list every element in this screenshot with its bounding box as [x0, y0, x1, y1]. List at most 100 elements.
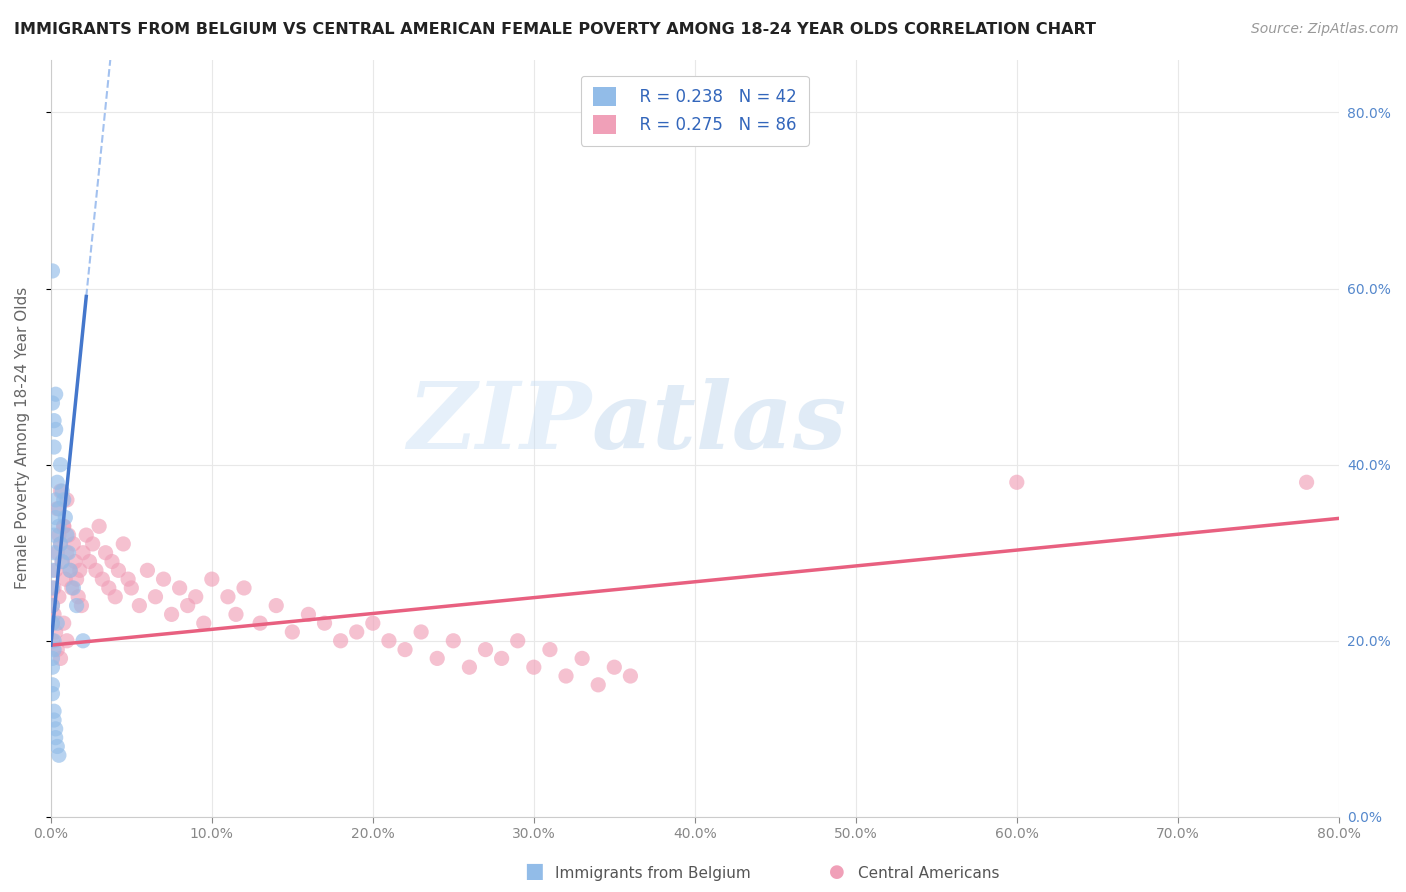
- Point: [160, 607, 183, 622]
- Point: [46, 616, 69, 631]
- Point: [176, 599, 198, 613]
- Point: [48, 501, 70, 516]
- Point: [56, 528, 79, 542]
- Point: [41, 581, 63, 595]
- Point: [48, 590, 70, 604]
- Point: [474, 642, 496, 657]
- Point: [441, 633, 464, 648]
- Point: [84, 563, 107, 577]
- Point: [46, 642, 69, 657]
- Text: Central Americans: Central Americans: [858, 866, 1000, 881]
- Point: [458, 660, 481, 674]
- Point: [42, 704, 65, 718]
- Point: [48, 748, 70, 763]
- Y-axis label: Female Poverty Among 18-24 Year Olds: Female Poverty Among 18-24 Year Olds: [15, 287, 30, 590]
- Point: [42, 581, 65, 595]
- Text: Immigrants from Belgium: Immigrants from Belgium: [555, 866, 751, 881]
- Text: Source: ZipAtlas.com: Source: ZipAtlas.com: [1251, 22, 1399, 37]
- Point: [48, 528, 70, 542]
- Point: [59, 563, 82, 577]
- Point: [62, 537, 84, 551]
- Point: [49, 458, 72, 472]
- Legend:   R = 0.238   N = 42,   R = 0.275   N = 86: R = 0.238 N = 42, R = 0.275 N = 86: [581, 76, 808, 145]
- Point: [45, 492, 67, 507]
- Point: [42, 528, 65, 542]
- Point: [46, 739, 69, 754]
- Point: [51, 555, 73, 569]
- Point: [346, 624, 368, 639]
- Point: [56, 546, 79, 560]
- Point: [506, 633, 529, 648]
- Point: [45, 422, 67, 436]
- Text: ■: ■: [524, 862, 544, 881]
- Text: ZIP: ZIP: [408, 378, 592, 468]
- Point: [42, 440, 65, 454]
- Point: [41, 264, 63, 278]
- Point: [46, 546, 69, 560]
- Point: [571, 651, 593, 665]
- Point: [53, 510, 76, 524]
- Point: [117, 572, 139, 586]
- Point: [45, 722, 67, 736]
- Point: [67, 590, 90, 604]
- Point: [45, 387, 67, 401]
- Point: [411, 624, 433, 639]
- Point: [193, 616, 215, 631]
- Point: [586, 678, 609, 692]
- Point: [45, 731, 67, 745]
- Point: [75, 528, 97, 542]
- Point: [1005, 475, 1028, 490]
- Point: [555, 669, 578, 683]
- Point: [41, 633, 63, 648]
- Point: [201, 572, 224, 586]
- Point: [45, 510, 67, 524]
- Point: [184, 590, 207, 604]
- Point: [48, 519, 70, 533]
- Point: [314, 616, 336, 631]
- Point: [65, 572, 87, 586]
- Point: [619, 669, 641, 683]
- Point: [52, 519, 75, 533]
- Point: [112, 537, 135, 551]
- Point: [361, 616, 384, 631]
- Point: [145, 590, 167, 604]
- Point: [52, 492, 75, 507]
- Point: [41, 599, 63, 613]
- Point: [53, 572, 76, 586]
- Text: atlas: atlas: [592, 378, 846, 468]
- Point: [41, 599, 63, 613]
- Point: [41, 678, 63, 692]
- Point: [49, 651, 72, 665]
- Point: [58, 528, 80, 542]
- Point: [46, 501, 69, 516]
- Point: [128, 599, 150, 613]
- Point: [538, 642, 561, 657]
- Point: [58, 546, 80, 560]
- Point: [72, 633, 94, 648]
- Point: [491, 651, 513, 665]
- Point: [42, 713, 65, 727]
- Text: ●: ●: [828, 863, 845, 881]
- Point: [42, 633, 65, 648]
- Point: [49, 537, 72, 551]
- Point: [52, 519, 75, 533]
- Text: IMMIGRANTS FROM BELGIUM VS CENTRAL AMERICAN FEMALE POVERTY AMONG 18-24 YEAR OLDS: IMMIGRANTS FROM BELGIUM VS CENTRAL AMERI…: [14, 22, 1097, 37]
- Point: [42, 607, 65, 622]
- Point: [52, 616, 75, 631]
- Point: [41, 563, 63, 577]
- Point: [42, 546, 65, 560]
- Point: [63, 555, 86, 569]
- Point: [217, 590, 239, 604]
- Point: [426, 651, 449, 665]
- Point: [523, 660, 546, 674]
- Point: [42, 642, 65, 657]
- Point: [46, 475, 69, 490]
- Point: [107, 563, 129, 577]
- Point: [233, 581, 256, 595]
- Point: [281, 624, 304, 639]
- Point: [56, 492, 79, 507]
- Point: [56, 633, 79, 648]
- Point: [249, 616, 271, 631]
- Point: [91, 572, 114, 586]
- Point: [136, 563, 159, 577]
